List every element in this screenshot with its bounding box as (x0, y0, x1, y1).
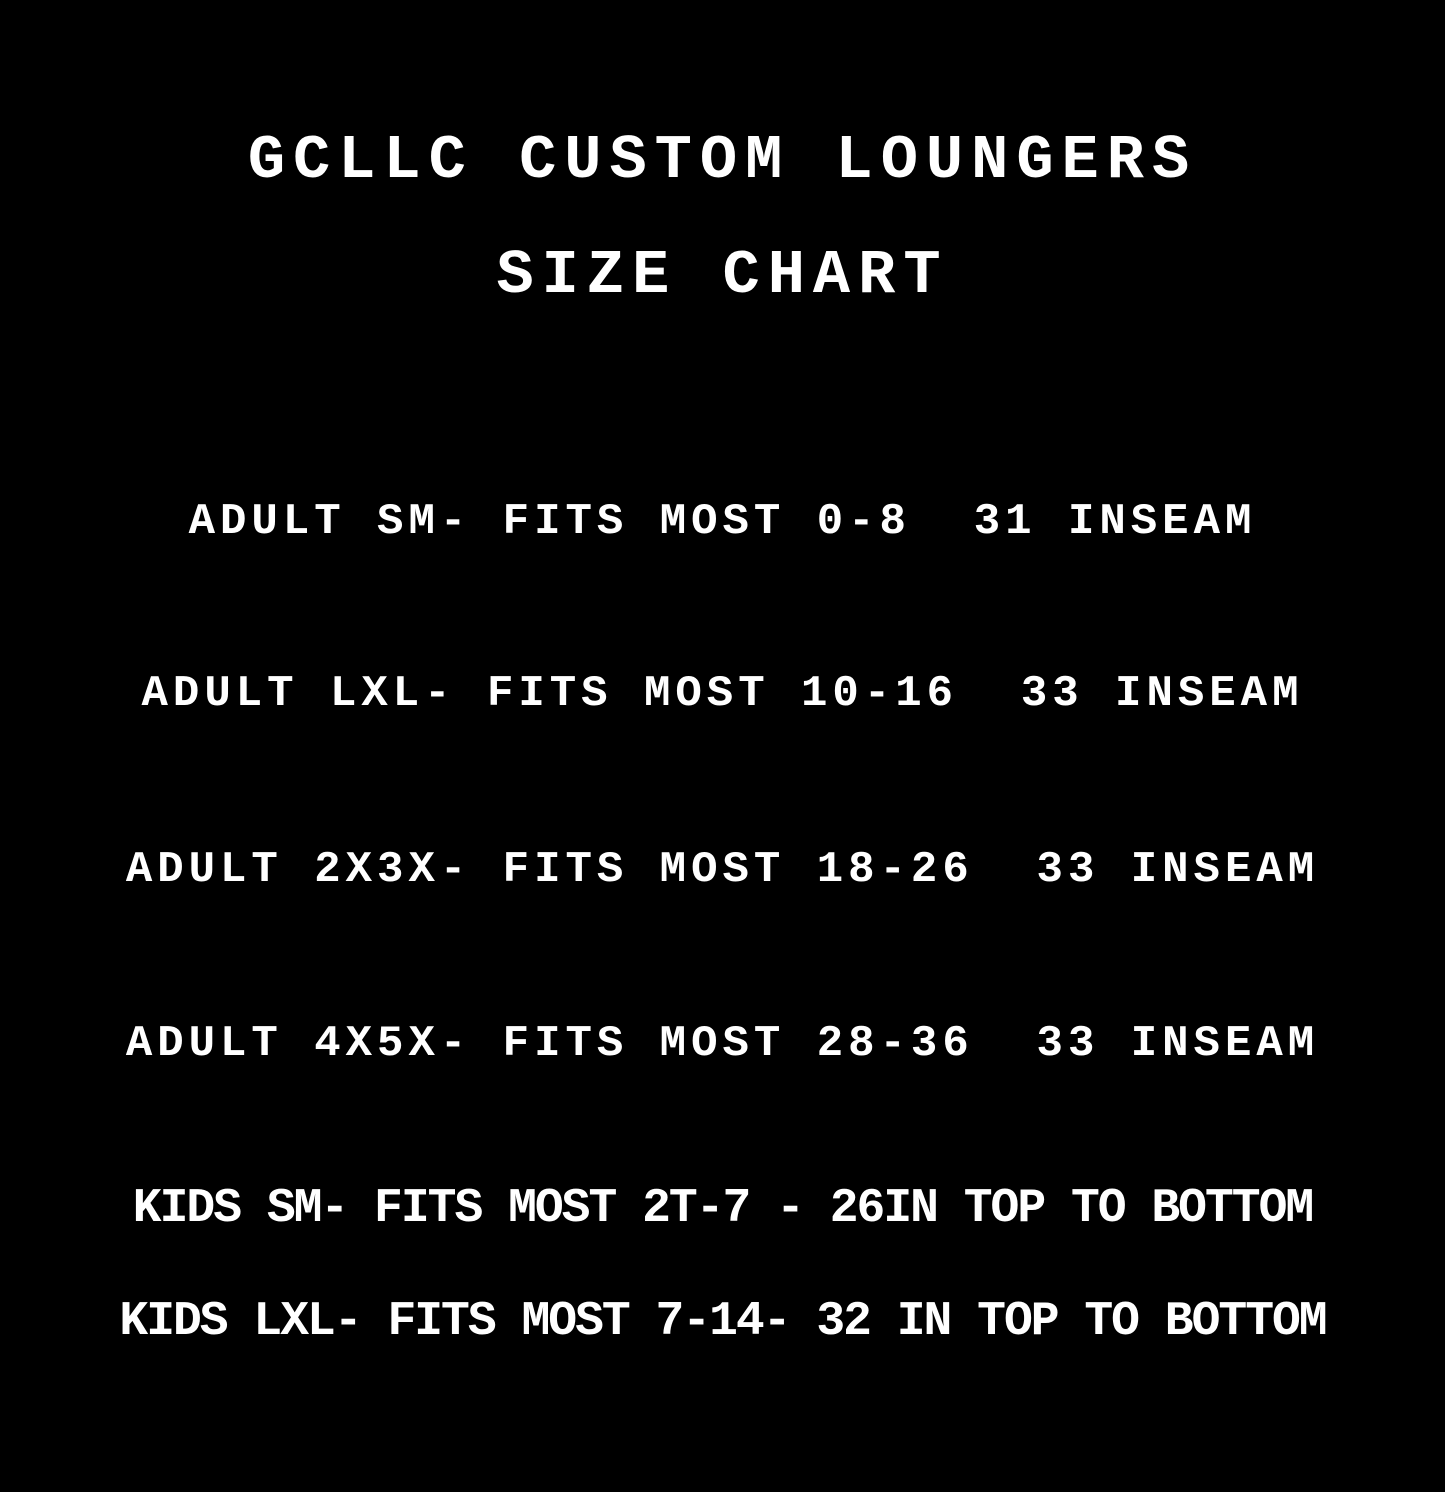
title-line-2: SIZE CHART (496, 240, 949, 311)
size-row-adult-2x3x: ADULT 2X3X- FITS MOST 18-26 33 INSEAM (125, 845, 1320, 895)
size-row-adult-sm: ADULT SM- FITS MOST 0-8 31 INSEAM (188, 497, 1257, 547)
size-row-adult-4x5x: ADULT 4X5X- FITS MOST 28-36 33 INSEAM (125, 1019, 1320, 1069)
title-line-1: GCLLC CUSTOM LOUNGERS (247, 125, 1198, 196)
size-row-kids-sm: KIDS SM- FITS MOST 2T-7 - 26IN TOP TO BO… (132, 1182, 1314, 1236)
size-row-kids-lxl: KIDS LXL- FITS MOST 7-14- 32 IN TOP TO B… (119, 1295, 1327, 1349)
size-row-adult-lxl: ADULT LXL- FITS MOST 10-16 33 INSEAM (141, 669, 1304, 719)
